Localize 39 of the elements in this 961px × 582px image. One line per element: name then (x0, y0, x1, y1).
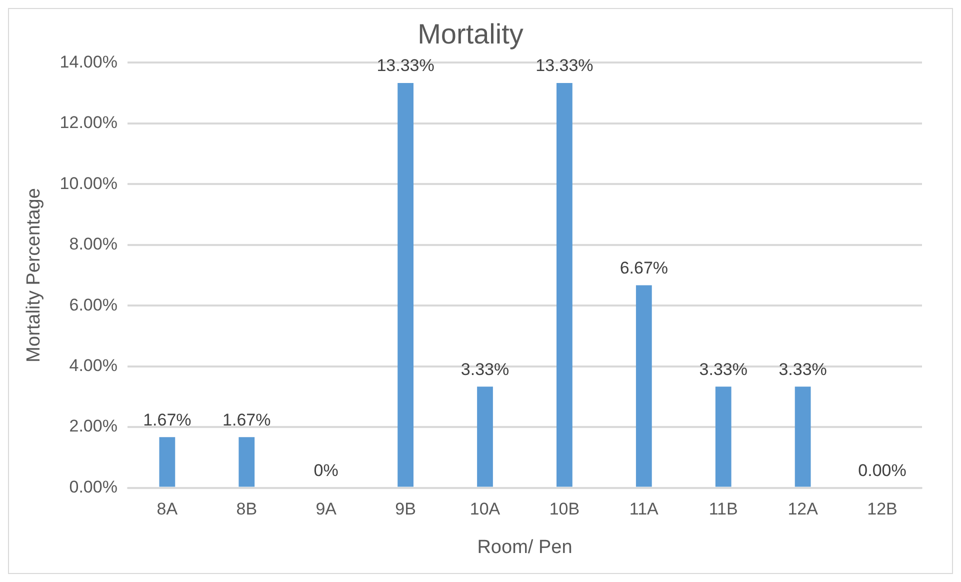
data-label: 1.67% (222, 410, 271, 430)
data-label: 13.33% (376, 56, 434, 76)
data-label: 3.33% (699, 360, 748, 379)
x-tick-label: 10A (470, 500, 501, 519)
y-tick-label: 6.00% (69, 295, 118, 314)
data-label: 13.33% (536, 56, 594, 76)
data-label: 1.67% (143, 410, 192, 430)
y-tick-label: 14.00% (60, 52, 118, 72)
data-label: 0.00% (858, 460, 906, 480)
x-tick-label: 12B (867, 500, 898, 519)
x-tick-label: 9A (316, 500, 338, 519)
data-label: 6.67% (620, 258, 668, 278)
bar (159, 437, 176, 487)
bar (398, 82, 414, 487)
y-tick-label: 2.00% (69, 416, 118, 436)
bar (636, 285, 652, 487)
data-label: 3.33% (778, 360, 827, 379)
bar (556, 82, 572, 487)
bar (238, 437, 255, 487)
chart-title: Mortality (418, 18, 524, 50)
bar (715, 386, 732, 487)
x-tick-label: 11B (708, 500, 738, 519)
x-tick-label: 10B (549, 500, 580, 519)
data-label: 3.33% (460, 360, 510, 379)
x-tick-label: 8A (156, 500, 178, 519)
data-label: 0% (314, 460, 338, 480)
y-tick-label: 10.00% (60, 174, 118, 193)
bar (477, 386, 493, 487)
y-tick-label: 12.00% (60, 113, 118, 132)
x-axis-title: Room/ Pen (477, 536, 572, 558)
y-tick-label: 0.00% (69, 477, 118, 496)
x-tick-label: 8B (236, 500, 258, 519)
x-tick-label: 12A (788, 500, 819, 519)
y-tick-label: 4.00% (69, 356, 118, 375)
x-tick-label: 9B (395, 500, 416, 519)
bar (794, 386, 811, 487)
y-axis-title: Mortality Percentage (24, 188, 45, 362)
y-tick-label: 8.00% (69, 234, 118, 254)
x-tick-label: 11A (629, 500, 660, 519)
